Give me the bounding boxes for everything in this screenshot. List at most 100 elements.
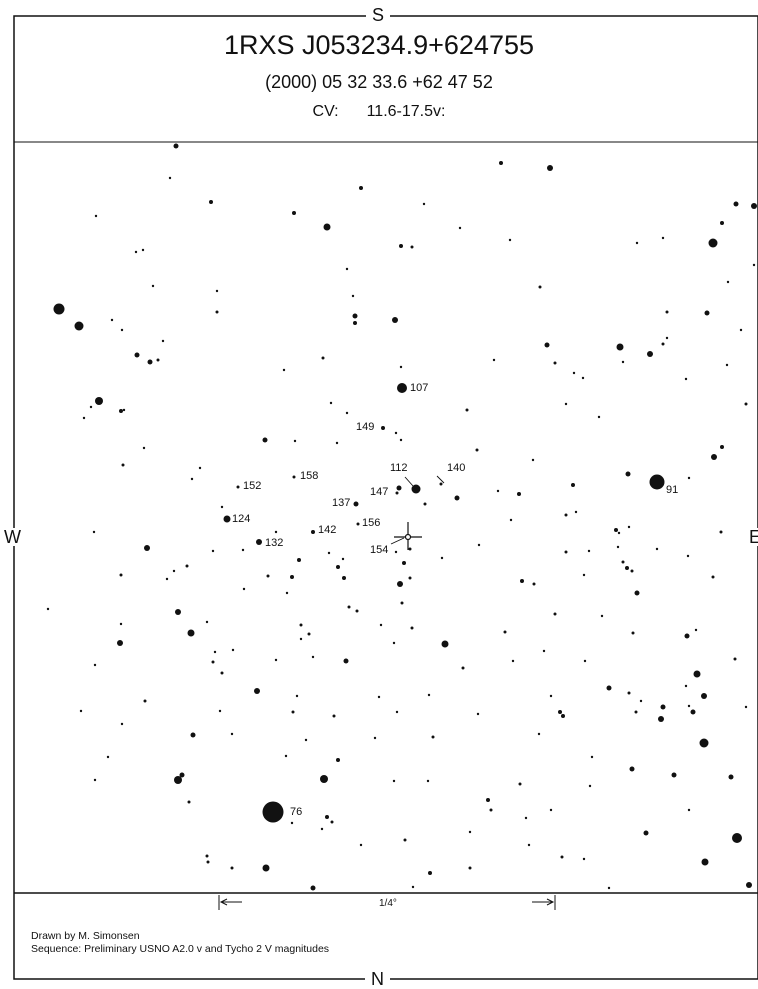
star [693, 670, 701, 678]
star [739, 328, 743, 332]
star [690, 709, 696, 715]
direction-north: N [365, 970, 390, 988]
star [356, 522, 360, 526]
star [353, 501, 359, 507]
star [489, 808, 493, 812]
star [299, 637, 303, 641]
star [336, 758, 340, 762]
star [660, 704, 666, 710]
star [411, 484, 421, 494]
star [621, 560, 625, 564]
star [665, 336, 669, 340]
star [725, 363, 729, 367]
star [82, 416, 86, 420]
mag-label-112: 112 [390, 462, 408, 474]
star [392, 779, 396, 783]
star [262, 864, 270, 872]
star [588, 784, 592, 788]
star [631, 631, 635, 635]
star [307, 632, 311, 636]
star [564, 550, 568, 554]
star [564, 513, 568, 517]
star [468, 866, 472, 870]
star [643, 830, 649, 836]
star [607, 886, 611, 890]
star [120, 328, 124, 332]
star [213, 650, 217, 654]
star [143, 699, 147, 703]
star [299, 623, 303, 627]
star [614, 528, 618, 532]
star [509, 518, 513, 522]
star [395, 491, 399, 495]
star [327, 551, 331, 555]
star [719, 530, 723, 534]
star [394, 550, 398, 554]
star [241, 548, 245, 552]
star [304, 738, 308, 742]
star [711, 575, 715, 579]
star [635, 241, 639, 245]
star [323, 223, 331, 231]
star [147, 359, 153, 365]
star [142, 446, 146, 450]
star [574, 510, 578, 514]
star [561, 714, 565, 718]
star [355, 609, 359, 613]
star [53, 303, 65, 315]
star [230, 866, 234, 870]
star [402, 561, 406, 565]
star [634, 710, 638, 714]
star [518, 782, 522, 786]
star [397, 581, 403, 587]
star [687, 476, 691, 480]
mag-label-140: 140 [447, 462, 466, 474]
star [441, 640, 449, 648]
star [156, 358, 160, 362]
star [285, 591, 289, 595]
star [720, 221, 724, 225]
star [399, 365, 403, 369]
star [549, 694, 553, 698]
star [187, 800, 191, 804]
magnitude-range: 11.6-17.5v: [366, 103, 446, 120]
star [711, 454, 717, 460]
star [564, 402, 568, 406]
star [616, 343, 624, 351]
star [537, 732, 541, 736]
star [95, 397, 103, 405]
star [600, 614, 604, 618]
star [684, 684, 688, 688]
star [625, 471, 631, 477]
star [335, 441, 339, 445]
chart-credits: Drawn by M. Simonsen Sequence: Prelimina… [31, 930, 329, 956]
star [511, 659, 515, 663]
star [330, 820, 334, 824]
star-field [46, 143, 757, 891]
mag-label-149: 149 [356, 421, 375, 433]
star [665, 310, 669, 314]
star [215, 289, 219, 293]
star [423, 502, 427, 506]
star [684, 377, 688, 381]
star [476, 712, 480, 716]
star [353, 321, 357, 325]
star [744, 705, 748, 709]
star [440, 556, 444, 560]
star [254, 688, 260, 694]
star [647, 351, 653, 357]
star [399, 438, 403, 442]
star [89, 405, 93, 409]
star [215, 310, 219, 314]
star [744, 402, 748, 406]
star [572, 371, 576, 375]
star [93, 778, 97, 782]
star [520, 579, 524, 583]
star [174, 776, 182, 784]
star [671, 772, 677, 778]
star [422, 202, 426, 206]
star [198, 466, 202, 470]
star [616, 545, 620, 549]
star [329, 401, 333, 405]
